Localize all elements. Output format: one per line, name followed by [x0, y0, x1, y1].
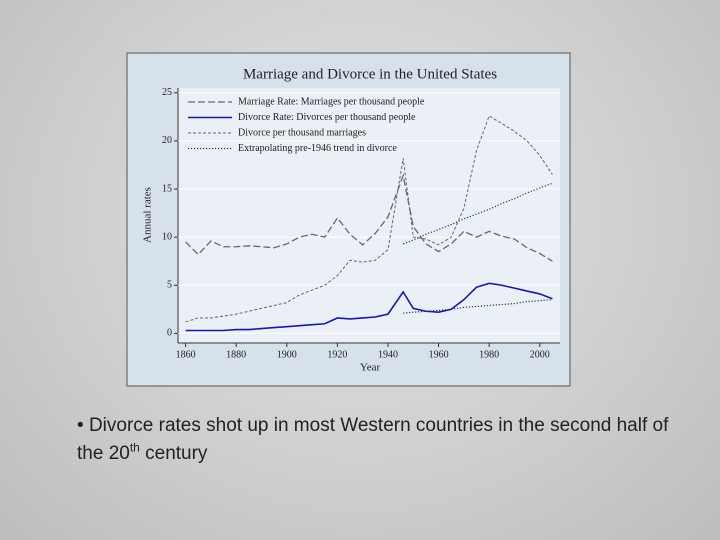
y-axis-label: Annual rates — [142, 187, 154, 243]
series-line — [402, 182, 553, 245]
x-tick-label: 2000 — [530, 349, 550, 360]
plot-area — [178, 88, 560, 343]
legend-label: Extrapolating pre-1946 trend in divorce — [238, 143, 397, 154]
x-tick-label: 1960 — [429, 349, 449, 360]
y-tick-label: 20 — [162, 135, 172, 146]
x-tick-label: 1880 — [226, 349, 246, 360]
y-tick-label: 0 — [167, 328, 172, 339]
bullet-tail: century — [139, 443, 208, 464]
y-tick-label: 25 — [162, 87, 172, 98]
x-axis-label: Year — [360, 362, 381, 374]
series-line — [185, 173, 553, 262]
x-tick-label: 1940 — [378, 349, 398, 360]
chart-title: Marriage and Divorce in the United State… — [243, 66, 497, 82]
y-tick-label: 5 — [167, 280, 172, 291]
superscript: th — [129, 440, 140, 455]
x-tick-label: 1900 — [277, 349, 297, 360]
legend-label: Marriage Rate: Marriages per thousand pe… — [238, 96, 425, 107]
legend-label: Divorce per thousand marriages — [238, 127, 366, 138]
bullet-text: • Divorce rates shot up in most Western … — [77, 415, 669, 464]
y-tick-label: 10 — [162, 231, 172, 242]
x-tick-label: 1980 — [479, 349, 499, 360]
chart: Marriage and Divorce in the United State… — [126, 52, 571, 387]
chart-layer: 0 5 10 15 20 25 1860 1880 1900 1920 1940 1960 1980 20… — [162, 87, 560, 360]
legend-label: Divorce Rate: Divorces per thousand peop… — [238, 112, 416, 123]
series-line — [185, 115, 553, 323]
series-line — [185, 282, 553, 332]
bullet-line: Divorce rates shot up in most Western co… — [77, 415, 669, 464]
y-tick-label: 15 — [162, 183, 172, 194]
x-tick-label: 1920 — [327, 349, 347, 360]
x-tick-label: 1860 — [176, 349, 196, 360]
